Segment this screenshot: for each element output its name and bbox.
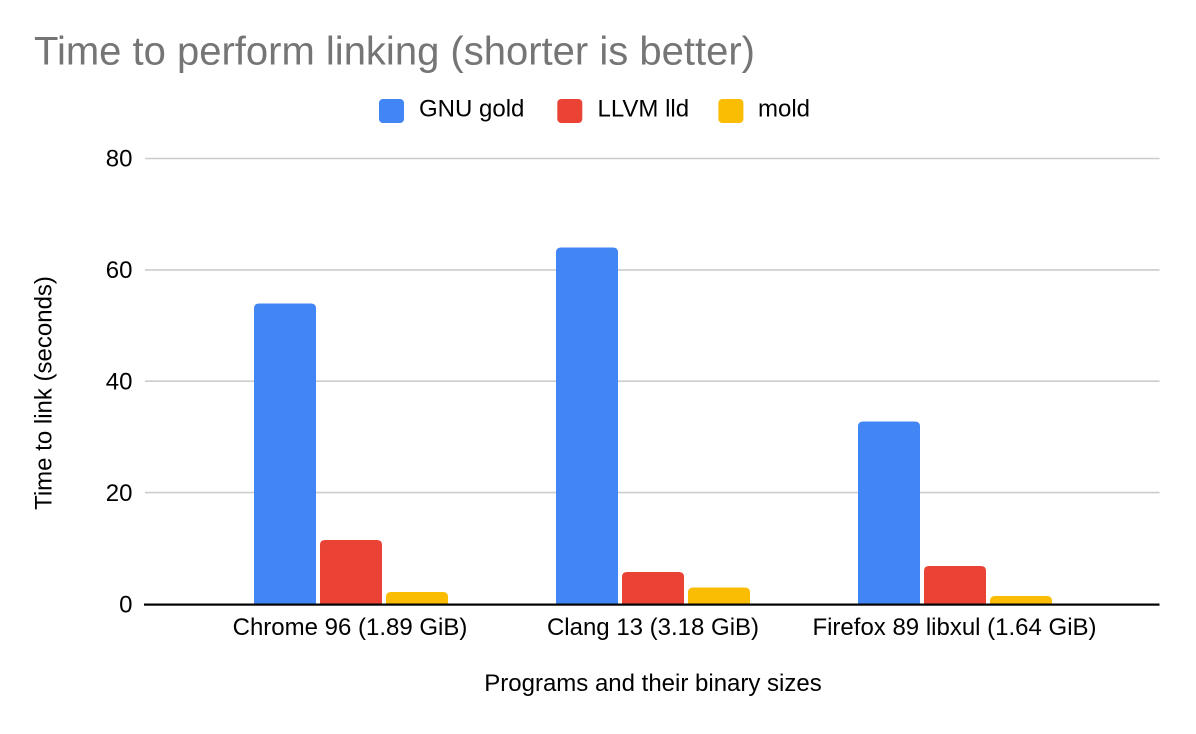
svg-text:60: 60: [106, 257, 133, 284]
svg-text:Chrome 96 (1.89 GiB): Chrome 96 (1.89 GiB): [233, 614, 468, 641]
svg-text:Firefox 89 libxul (1.64 GiB): Firefox 89 libxul (1.64 GiB): [812, 614, 1096, 641]
svg-text:Clang 13 (3.18 GiB): Clang 13 (3.18 GiB): [547, 614, 759, 641]
svg-text:20: 20: [106, 480, 133, 507]
svg-text:0: 0: [119, 592, 132, 619]
svg-text:Programs and their binary size: Programs and their binary sizes: [484, 670, 821, 697]
svg-text:Time to link (seconds): Time to link (seconds): [31, 276, 58, 510]
svg-text:LLVM lld: LLVM lld: [598, 96, 690, 123]
svg-text:Time to perform linking (short: Time to perform linking (shorter is bett…: [34, 30, 755, 74]
svg-text:GNU gold: GNU gold: [419, 96, 524, 123]
svg-text:40: 40: [106, 368, 133, 395]
svg-text:80: 80: [106, 146, 133, 173]
svg-text:mold: mold: [758, 96, 810, 123]
